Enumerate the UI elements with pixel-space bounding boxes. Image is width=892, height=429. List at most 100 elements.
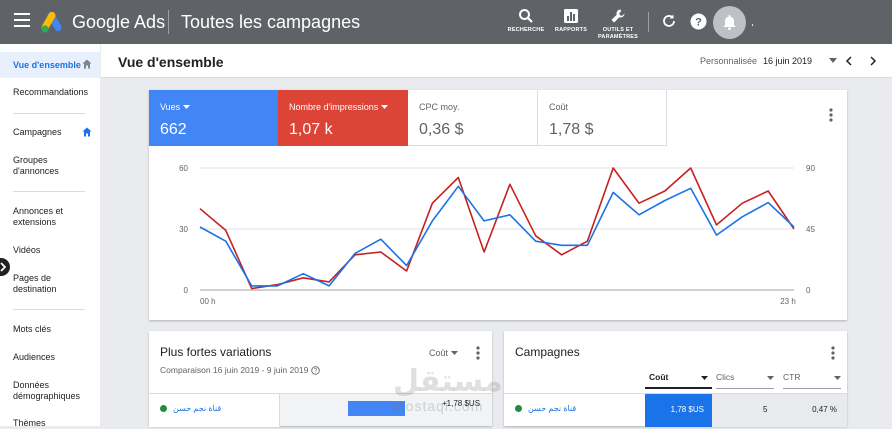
cost-value: 1,78 $US bbox=[670, 405, 704, 414]
page-title: Toutes les campagnes bbox=[181, 12, 361, 32]
campaign-name-link[interactable]: قناة نجم حسن bbox=[173, 404, 222, 413]
search-tool-label: RECHERCHE bbox=[507, 27, 545, 33]
metric-impressions[interactable]: Nombre d'impressions 1,07 k bbox=[278, 90, 408, 146]
chevron-right-icon[interactable] bbox=[869, 56, 877, 66]
metric-cost[interactable]: Coût 1,78 $ bbox=[538, 90, 667, 146]
reports-tool-button[interactable]: RAPPORTS bbox=[546, 8, 596, 34]
variation-bar bbox=[348, 401, 405, 416]
refresh-icon[interactable] bbox=[661, 13, 677, 29]
divider bbox=[168, 10, 169, 34]
y-tick-right: 90 bbox=[806, 164, 815, 173]
bell-icon bbox=[723, 15, 736, 30]
metric-selector[interactable]: Coût bbox=[429, 348, 459, 358]
top-app-bar: Google Ads Toutes les campagnes RECHERCH… bbox=[0, 0, 892, 44]
sidebar-item-keywords[interactable]: Mots clés bbox=[0, 324, 100, 335]
more-vert-icon[interactable] bbox=[476, 346, 480, 360]
sidebar-divider bbox=[13, 113, 85, 114]
date-range-mode[interactable]: Personnalisée bbox=[700, 56, 758, 66]
sidebar-item-label: Données démographiques bbox=[13, 380, 81, 401]
more-vert-icon[interactable] bbox=[829, 108, 833, 122]
sidebar-item-ads-extensions[interactable]: Annonces et extensions bbox=[0, 206, 80, 228]
help-outline-icon[interactable]: ? bbox=[311, 365, 321, 375]
card-title: Campagnes bbox=[515, 345, 580, 359]
sidebar-item-recommendations[interactable]: Recommandations bbox=[0, 87, 100, 98]
column-header-clicks[interactable]: Clics bbox=[716, 372, 774, 389]
date-range-value[interactable]: 16 juin 2019 bbox=[763, 56, 813, 66]
comparison-range: Comparaison 16 juin 2019 - 9 juin 2019 ? bbox=[160, 365, 321, 375]
column-header-label: CTR bbox=[783, 372, 801, 382]
metric-avg-cpc[interactable]: CPC moy. 0,36 $ bbox=[408, 90, 538, 146]
watermark-arabic: مستقل bbox=[393, 364, 503, 399]
sidebar-item-label: Audiences bbox=[13, 352, 56, 362]
menu-icon[interactable] bbox=[14, 13, 30, 27]
metric-label: CPC moy. bbox=[419, 102, 460, 112]
tools-settings-button[interactable]: OUTILS ET PARAMÈTRES bbox=[593, 8, 643, 41]
sidebar-item-label: Vue d'ensemble bbox=[13, 60, 81, 70]
search-tool-button[interactable]: RECHERCHE bbox=[501, 8, 551, 34]
caret-down-icon bbox=[183, 105, 191, 109]
variation-delta: +1,78 $US bbox=[442, 399, 481, 408]
sidebar-item-label: Pages de destination bbox=[13, 273, 57, 294]
metric-value: 662 bbox=[160, 121, 187, 138]
sidebar-item-ad-groups[interactable]: Groupes d'annonces bbox=[0, 155, 90, 177]
sidebar-item-landing-pages[interactable]: Pages de destination bbox=[0, 273, 88, 295]
caret-down-icon bbox=[381, 105, 389, 109]
caret-down-icon bbox=[767, 376, 774, 380]
table-row[interactable]: قناة نجم حسن +1,78 $US bbox=[149, 393, 492, 427]
metric-views[interactable]: Vues 662 bbox=[149, 90, 278, 146]
watermark-latin: mostaql.com bbox=[393, 398, 484, 414]
column-header-cost[interactable]: Coût bbox=[645, 372, 712, 389]
chevron-right-icon bbox=[0, 262, 7, 272]
sidebar-item-label: Recommandations bbox=[13, 87, 89, 97]
card-title: Plus fortes variations bbox=[160, 345, 272, 359]
sidebar-item-topics[interactable]: Thèmes bbox=[0, 418, 100, 429]
series-line-left bbox=[199, 185, 795, 287]
sidebar-item-label: Campagnes bbox=[13, 127, 62, 137]
notifications-button[interactable] bbox=[713, 6, 746, 39]
sidebar-toggle-button[interactable] bbox=[0, 258, 10, 276]
y-tick-right: 45 bbox=[806, 225, 815, 234]
sidebar-item-label: Thèmes bbox=[13, 418, 46, 428]
page-header: Vue d'ensemble Personnalisée 16 juin 201… bbox=[101, 44, 892, 78]
sidebar-item-audiences[interactable]: Audiences bbox=[0, 352, 100, 363]
more-vert-icon[interactable] bbox=[831, 346, 835, 360]
performance-card: Vues 662 Nombre d'impressions 1,07 k CPC… bbox=[149, 90, 847, 320]
home-icon bbox=[82, 127, 92, 137]
svg-text:?: ? bbox=[695, 17, 702, 29]
search-icon bbox=[519, 9, 533, 23]
reports-tool-label: RAPPORTS bbox=[554, 27, 588, 33]
sidebar-item-label: Mots clés bbox=[13, 324, 52, 334]
sidebar-item-label: Annonces et extensions bbox=[13, 206, 64, 227]
status-dot bbox=[515, 405, 522, 412]
sidebar-item-overview[interactable]: Vue d'ensemble bbox=[0, 52, 100, 78]
toolbar-divider bbox=[648, 12, 649, 32]
chevron-left-icon[interactable] bbox=[845, 56, 853, 66]
column-header-ctr[interactable]: CTR bbox=[783, 372, 841, 389]
help-icon[interactable]: ? bbox=[690, 13, 707, 30]
sidebar-item-videos[interactable]: Vidéos bbox=[0, 245, 100, 256]
sidebar-item-demographics[interactable]: Données démographiques bbox=[0, 380, 90, 402]
tools-settings-label-2: PARAMÈTRES bbox=[597, 34, 639, 40]
brand-name: Google Ads bbox=[72, 12, 166, 32]
metric-label: Nombre d'impressions bbox=[289, 102, 379, 112]
caret-down-icon bbox=[451, 351, 459, 355]
metrics-cells: 5 0,47 % bbox=[712, 394, 847, 427]
sidebar-item-label: Vidéos bbox=[13, 245, 41, 255]
campaigns-card: Campagnes Coût Clics CTR قناة نجم حسن 1,… bbox=[504, 331, 847, 427]
campaign-name-link[interactable]: قناة نجم حسن bbox=[528, 404, 577, 413]
caret-down-icon bbox=[701, 376, 708, 380]
metric-value: 1,07 k bbox=[289, 121, 333, 138]
caret-down-icon[interactable] bbox=[829, 58, 837, 63]
tools-settings-label-1: OUTILS ET bbox=[602, 27, 634, 33]
account-initial[interactable]: ، bbox=[751, 18, 754, 28]
caret-down-icon bbox=[834, 376, 841, 380]
metric-selector-label: Coût bbox=[429, 348, 449, 358]
google-ads-logo[interactable] bbox=[40, 10, 66, 34]
y-tick-left: 30 bbox=[179, 225, 188, 234]
table-row[interactable]: قناة نجم حسن 1,78 $US 5 0,47 % bbox=[504, 393, 847, 427]
y-tick-right: 0 bbox=[806, 286, 811, 295]
metric-label: Vues bbox=[160, 102, 181, 112]
sidebar-item-campaigns[interactable]: Campagnes bbox=[0, 127, 100, 138]
sidebar-divider bbox=[13, 191, 85, 192]
metric-label: Coût bbox=[549, 102, 569, 112]
